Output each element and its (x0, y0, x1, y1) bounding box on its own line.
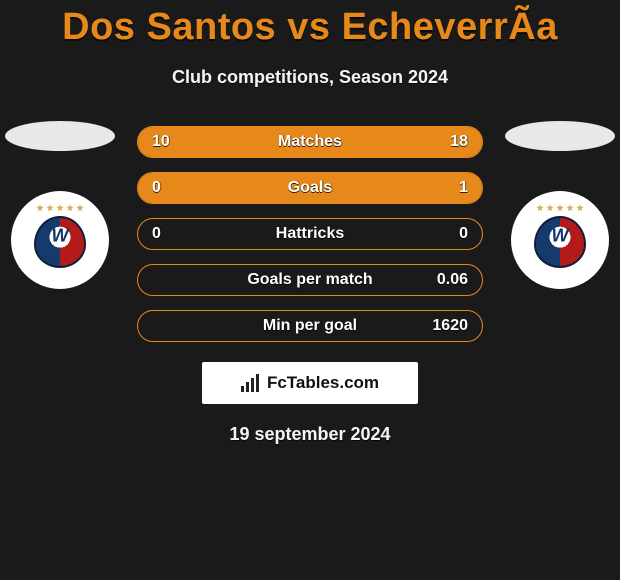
club-shield-icon (534, 216, 586, 268)
stat-value-right: 0.06 (437, 271, 468, 289)
comparison-date: 19 september 2024 (0, 424, 620, 445)
stat-value-left: 10 (152, 133, 170, 151)
stat-label: Min per goal (263, 317, 357, 335)
stats-bars: 10Matches180Goals10Hattricks0Goals per m… (137, 126, 483, 342)
stat-value-left: 0 (152, 225, 161, 243)
player-right-column (500, 126, 620, 289)
stat-label: Matches (278, 133, 342, 151)
comparison-card: Dos Santos vs EcheverrÃ­a Club competiti… (0, 0, 620, 580)
stat-value-left: 0 (152, 179, 161, 197)
player-left-club-badge (11, 191, 109, 289)
branding-text: FcTables.com (267, 373, 379, 393)
player-right-avatar-placeholder (505, 121, 615, 151)
badge-stars-icon (36, 204, 84, 212)
stat-label: Goals per match (247, 271, 372, 289)
player-right-club-badge (511, 191, 609, 289)
stat-label: Goals (288, 179, 332, 197)
stat-label: Hattricks (276, 225, 344, 243)
badge-stars-icon (536, 204, 584, 212)
branding-box[interactable]: FcTables.com (202, 362, 418, 404)
bar-chart-icon (241, 374, 259, 392)
player-left-avatar-placeholder (5, 121, 115, 151)
club-shield-icon (34, 216, 86, 268)
stat-bar-gpm: Goals per match 0.06 (137, 264, 483, 296)
content-area: 10Matches180Goals10Hattricks0Goals per m… (0, 126, 620, 445)
stat-value-right: 1620 (432, 317, 468, 335)
stat-value-right: 0 (459, 225, 468, 243)
stat-value-right: 18 (450, 133, 468, 151)
stat-bar-matches: 10 Matches 18 (137, 126, 483, 158)
page-title: Dos Santos vs EcheverrÃ­a (0, 0, 620, 49)
stat-bar-hattricks: 0 Hattricks 0 (137, 218, 483, 250)
page-subtitle: Club competitions, Season 2024 (0, 67, 620, 88)
stat-value-right: 1 (459, 179, 468, 197)
stat-bar-mpg: Min per goal 1620 (137, 310, 483, 342)
stat-bar-goals: 0 Goals 1 (137, 172, 483, 204)
player-left-column (0, 126, 120, 289)
